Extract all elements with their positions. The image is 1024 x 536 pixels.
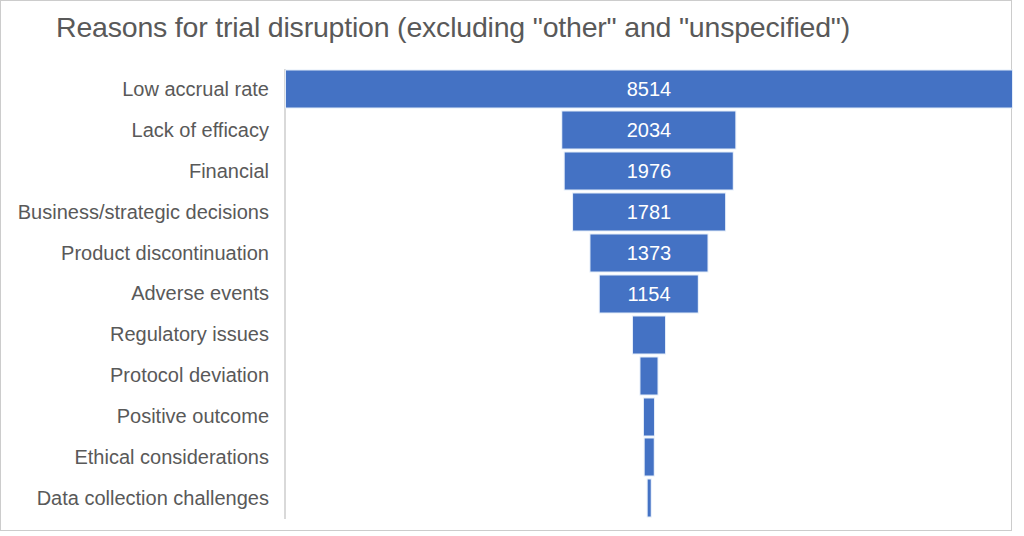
funnel-bar	[648, 480, 651, 517]
funnel-bar	[633, 316, 665, 353]
category-label: Adverse events	[1, 282, 277, 305]
plot-cell: 1781	[286, 192, 1012, 233]
category-label: Protocol deviation	[1, 364, 277, 387]
funnel-row: Adverse events 1154	[1, 273, 1012, 314]
funnel-bar	[644, 398, 654, 435]
category-label: Financial	[1, 160, 277, 183]
bar-value-label: 2034	[627, 119, 672, 142]
category-label: Low accrual rate	[1, 78, 277, 101]
chart-title: Reasons for trial disruption (excluding …	[56, 11, 850, 44]
category-label: Product discontinuation	[1, 242, 277, 265]
funnel-bar: 1976	[565, 153, 733, 190]
category-label: Regulatory issues	[1, 323, 277, 346]
bar-value-label: 1154	[627, 282, 670, 305]
funnel-row: Business/strategic decisions 1781	[1, 192, 1012, 233]
bar-value-label: 1373	[627, 242, 672, 265]
funnel-row: Positive outcome	[1, 396, 1012, 437]
plot-cell: 1154	[286, 273, 1012, 314]
chart-canvas: { "chart": { "title": "Reasons for trial…	[0, 0, 1024, 536]
funnel-rows: Low accrual rate 8514 Lack of efficacy 2…	[1, 69, 1012, 519]
plot-cell: 1373	[286, 233, 1012, 274]
funnel-row: Data collection challenges	[1, 478, 1012, 519]
bar-value-label: 1781	[627, 201, 672, 224]
funnel-row: Financial 1976	[1, 151, 1012, 192]
plot-cell	[286, 437, 1012, 478]
bar-value-label: 8514	[627, 78, 672, 101]
plot-cell: 1976	[286, 151, 1012, 192]
funnel-row: Product discontinuation 1373	[1, 233, 1012, 274]
funnel-row: Low accrual rate 8514	[1, 69, 1012, 110]
funnel-bar: 1373	[590, 235, 707, 272]
plot-cell	[286, 396, 1012, 437]
funnel-plot: Low accrual rate 8514 Lack of efficacy 2…	[1, 69, 1012, 519]
bar-value-label: 1976	[627, 160, 672, 183]
funnel-row: Protocol deviation	[1, 355, 1012, 396]
plot-cell	[286, 314, 1012, 355]
category-label: Ethical considerations	[1, 446, 277, 469]
funnel-row: Ethical considerations	[1, 437, 1012, 478]
funnel-bar: 8514	[286, 71, 1012, 108]
plot-cell: 2034	[286, 110, 1012, 151]
funnel-row: Regulatory issues	[1, 314, 1012, 355]
funnel-bar: 1781	[573, 194, 725, 231]
funnel-bar	[640, 357, 657, 394]
category-label: Business/strategic decisions	[1, 201, 277, 224]
funnel-bar: 2034	[562, 112, 735, 149]
plot-cell	[286, 355, 1012, 396]
category-label: Positive outcome	[1, 405, 277, 428]
plot-cell: 8514	[286, 69, 1012, 110]
funnel-bar	[645, 439, 654, 476]
category-label: Lack of efficacy	[1, 119, 277, 142]
funnel-bar: 1154	[600, 275, 698, 312]
category-label: Data collection challenges	[1, 487, 277, 510]
chart-frame: Reasons for trial disruption (excluding …	[0, 0, 1012, 531]
plot-cell	[286, 478, 1012, 519]
funnel-row: Lack of efficacy 2034	[1, 110, 1012, 151]
